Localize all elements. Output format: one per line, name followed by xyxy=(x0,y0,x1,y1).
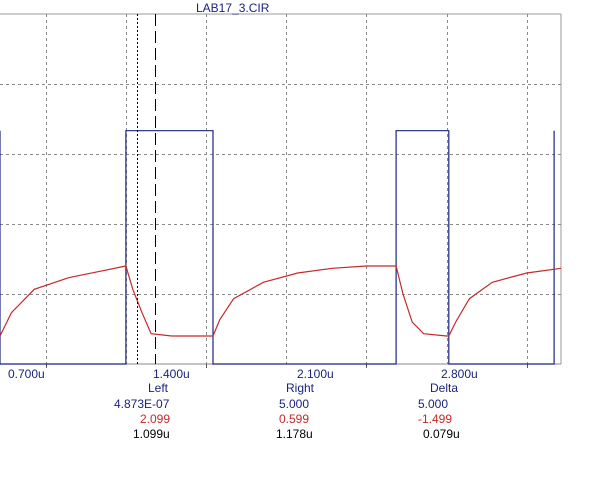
readout-time-delta: 0.079u xyxy=(423,427,460,441)
readout-red-right: 0.599 xyxy=(279,412,310,426)
readout-blue-right: 5.000 xyxy=(279,397,310,411)
readout-blue-left: 4.873E-07 xyxy=(114,397,170,411)
x-tick-label-3: 2.800u xyxy=(441,367,478,381)
readout-time-right: 1.178u xyxy=(276,427,313,441)
readout-blue-delta: 5.000 xyxy=(418,397,449,411)
series-1-line xyxy=(0,265,562,337)
readout-red-left: 2.099 xyxy=(140,412,171,426)
readout-header-delta: Delta xyxy=(430,381,459,395)
readout-header-left: Left xyxy=(148,381,169,395)
x-tick-label-2: 2.100u xyxy=(297,367,334,381)
x-tick-label-0: 0.700u xyxy=(8,367,45,381)
x-tick-label-1: 1.400u xyxy=(153,367,190,381)
readout-time-left: 1.099u xyxy=(133,427,170,441)
readout-red-delta: -1.499 xyxy=(418,412,453,426)
window-title: LAB17_3.CIR xyxy=(196,1,270,15)
readout-header-right: Right xyxy=(286,381,315,395)
series-0-line xyxy=(0,130,555,365)
